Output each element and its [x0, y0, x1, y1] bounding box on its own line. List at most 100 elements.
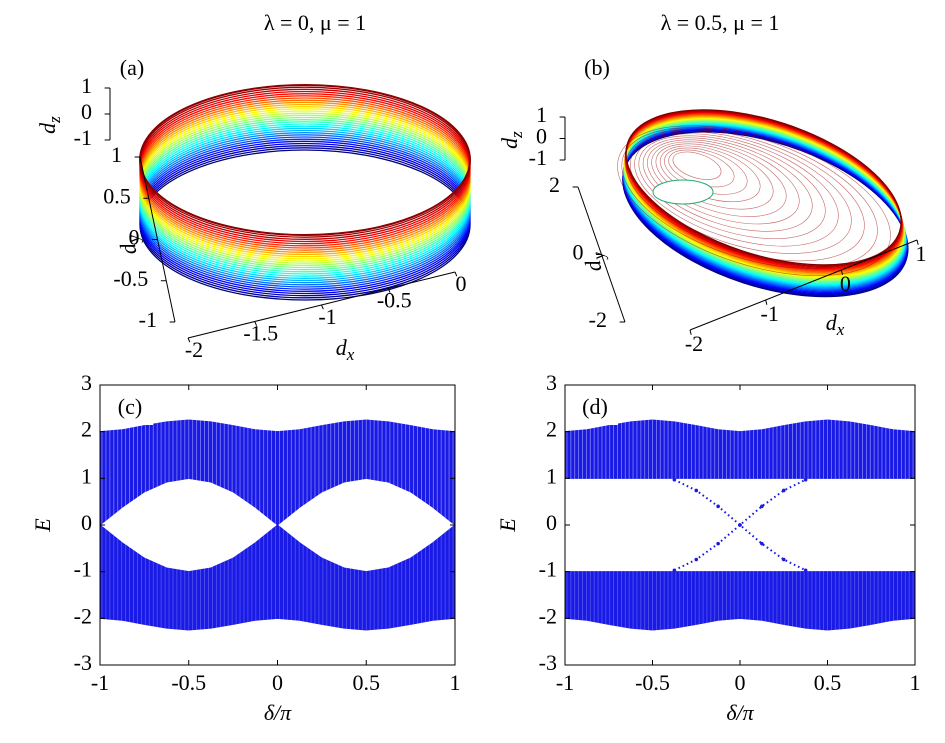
surface-mesh — [621, 127, 878, 269]
x-tick-label: -0.5 — [377, 288, 412, 313]
x-tick-label: 1 — [916, 241, 927, 266]
x-tick-label: -1 — [556, 670, 574, 695]
axis-label: dy — [114, 233, 146, 257]
y-tick-label: 2 — [81, 417, 92, 442]
x-tick-label: 0 — [735, 670, 746, 695]
panel-title: λ = 0.5, μ = 1 — [661, 10, 780, 35]
y-tick-label: -1 — [139, 307, 157, 332]
tick-mark — [321, 304, 324, 310]
y-tick-label: 1 — [546, 463, 557, 488]
y-tick-label: 0 — [546, 510, 557, 535]
tick-mark — [765, 299, 768, 305]
surface-ring — [139, 114, 471, 266]
edge-state-point — [760, 541, 764, 546]
y-tick-label: -2 — [539, 603, 557, 628]
surface-b — [617, 109, 909, 298]
axis-label: dz — [35, 116, 64, 134]
x-tick-label: -1 — [318, 304, 336, 329]
x-tick-label: -1 — [761, 301, 779, 326]
surface-ring — [139, 127, 471, 279]
panel-label: (b) — [584, 55, 610, 80]
surface-ring — [139, 132, 471, 284]
x-tick-label: -1 — [91, 670, 109, 695]
surface-ring — [139, 112, 471, 264]
axis-label-sub: z — [507, 131, 526, 139]
y-tick-label: -2 — [589, 307, 607, 332]
axis-label: dx — [826, 310, 845, 339]
y-tick-label: -1 — [74, 557, 92, 582]
surface-ring — [139, 99, 471, 251]
surface-ring — [139, 121, 471, 273]
y-tick-label: -3 — [539, 650, 557, 675]
tick-mark — [916, 239, 919, 245]
panel-label: (c) — [118, 394, 142, 419]
axis-label-main: d — [35, 122, 60, 134]
x-tick-label: 1 — [450, 670, 461, 695]
surface-mesh — [630, 131, 852, 254]
edge-state-point — [803, 477, 808, 482]
surface-ring — [139, 136, 471, 288]
panel-title: λ = 0, μ = 1 — [264, 10, 366, 35]
x-tick-label: -2 — [185, 337, 203, 362]
x-tick-label: 0 — [456, 271, 467, 296]
y-tick-label: 0.5 — [103, 183, 131, 208]
z-tick-label: 0 — [81, 99, 92, 124]
axis-label-sub: x — [836, 320, 845, 339]
y-tick-label: 0 — [573, 240, 584, 265]
tick-mark — [689, 329, 692, 335]
x-tick-label: 0 — [272, 670, 283, 695]
edge-state-point — [760, 504, 764, 509]
surface-ring — [139, 125, 471, 277]
surface-mesh — [642, 137, 813, 232]
surface-mesh — [672, 151, 722, 180]
x-tick-label: 1 — [910, 670, 921, 695]
y-tick-label: 2 — [546, 417, 557, 442]
edge-state — [673, 478, 807, 572]
x-tick-label: 0.5 — [814, 670, 842, 695]
y-tick-label: 1 — [111, 142, 122, 167]
tick-mark — [387, 288, 391, 293]
surface-ring — [139, 108, 471, 260]
axis-label-sub: x — [346, 345, 355, 364]
x-tick-label: -1.5 — [243, 321, 278, 346]
edge-state-point — [803, 568, 808, 573]
surface-hole — [652, 179, 714, 205]
x-axis-label: δ/π — [726, 700, 754, 725]
x-tick-label: -0.5 — [635, 670, 670, 695]
x-tick-label: 0 — [840, 271, 851, 296]
y-tick-label: 3 — [81, 370, 92, 395]
y-tick-label: 1 — [81, 463, 92, 488]
surface-mesh — [625, 129, 865, 262]
tick-mark — [254, 321, 258, 326]
y-tick-label: 0 — [81, 510, 92, 535]
axis-label-sub: z — [45, 116, 64, 124]
surface-ring — [139, 134, 471, 286]
surface-mesh — [647, 139, 800, 225]
surface-ring — [139, 129, 471, 282]
surface-mesh — [651, 141, 787, 217]
axis-label-main: d — [826, 310, 838, 335]
x-tick-label: -2 — [685, 331, 703, 356]
surface-ring — [139, 110, 471, 262]
x-tick-label: -0.5 — [171, 670, 206, 695]
y-tick-label: -3 — [74, 650, 92, 675]
tick-mark — [454, 271, 458, 277]
y-tick-label: 3 — [546, 370, 557, 395]
axis-label-main: d — [336, 335, 348, 360]
y-tick-label: -0.5 — [113, 266, 148, 291]
surface-ring — [139, 116, 471, 269]
surface-ring — [139, 119, 471, 271]
surface-ring — [139, 101, 471, 253]
surface-ring — [139, 103, 471, 256]
y-tick-label: -2 — [74, 603, 92, 628]
tick-mark — [840, 269, 844, 275]
surface-mesh — [655, 143, 774, 210]
edge-state — [673, 478, 807, 572]
x-tick-label: 0.5 — [353, 670, 381, 695]
z-tick-label: 0 — [536, 124, 547, 149]
label-bg — [570, 393, 618, 425]
y-tick-label: 0 — [129, 225, 140, 250]
axis-label-main: d — [497, 137, 522, 149]
axis-label: dz — [497, 131, 526, 149]
